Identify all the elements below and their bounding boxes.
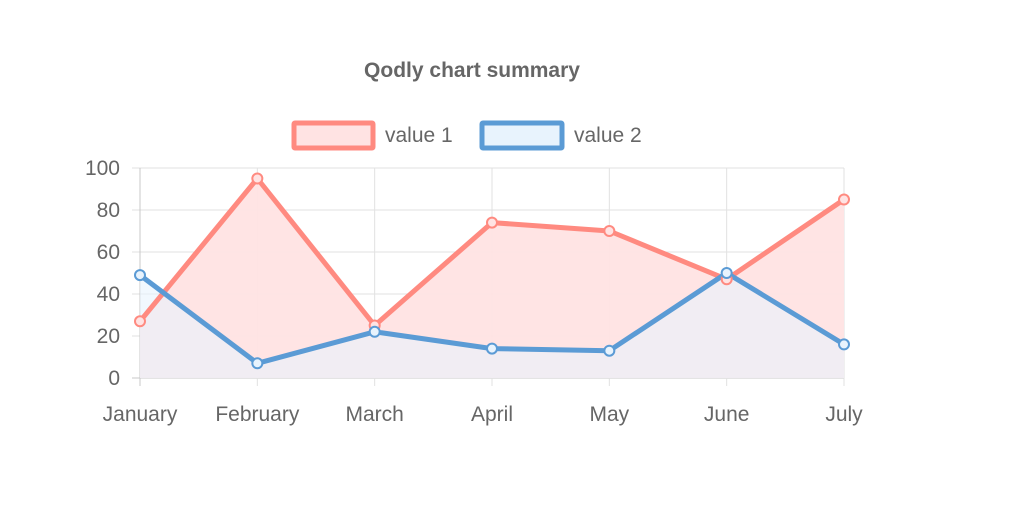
y-tick-label: 0	[108, 367, 120, 390]
data-points	[134, 172, 850, 370]
x-tick-label: March	[345, 403, 403, 426]
data-point[interactable]	[134, 269, 146, 282]
data-point[interactable]	[720, 267, 733, 279]
x-tick-label: February	[215, 403, 300, 426]
x-tick-label: May	[589, 403, 629, 426]
data-point[interactable]	[251, 357, 264, 370]
y-tick-label: 100	[85, 157, 120, 180]
data-point[interactable]	[251, 172, 264, 185]
y-tick-label: 20	[97, 325, 120, 348]
legend-swatch-value-1	[291, 120, 376, 151]
data-point[interactable]	[603, 225, 616, 237]
data-point[interactable]	[603, 344, 616, 357]
legend-swatch-value-2	[479, 120, 565, 151]
x-tick-label: April	[471, 403, 513, 426]
legend-label-value-1: value 1	[385, 124, 453, 147]
x-tick-label: June	[704, 403, 750, 426]
y-axis-ticks: 0 20 40 60 80 100	[85, 157, 120, 390]
legend-item-value-1[interactable]: value 1	[291, 120, 453, 151]
data-point[interactable]	[134, 315, 146, 328]
data-point[interactable]	[486, 216, 498, 229]
x-tick-label: July	[825, 403, 863, 426]
data-point[interactable]	[838, 338, 850, 351]
data-point[interactable]	[368, 325, 381, 338]
y-tick-label: 80	[97, 199, 120, 222]
x-axis-ticks: January February March April May June July	[103, 403, 864, 426]
series-areas	[140, 178, 844, 378]
y-tick-label: 40	[97, 283, 120, 306]
x-tick-label: January	[103, 403, 178, 426]
data-point[interactable]	[486, 342, 498, 355]
series-area-2	[140, 273, 844, 378]
data-point[interactable]	[838, 193, 850, 206]
y-tick-label: 60	[97, 241, 120, 264]
legend-item-value-2[interactable]: value 2	[479, 120, 642, 151]
legend-label-value-2: value 2	[574, 124, 642, 147]
legend: value 1 value 2	[291, 120, 642, 151]
chart-title: Qodly chart summary	[364, 59, 580, 82]
